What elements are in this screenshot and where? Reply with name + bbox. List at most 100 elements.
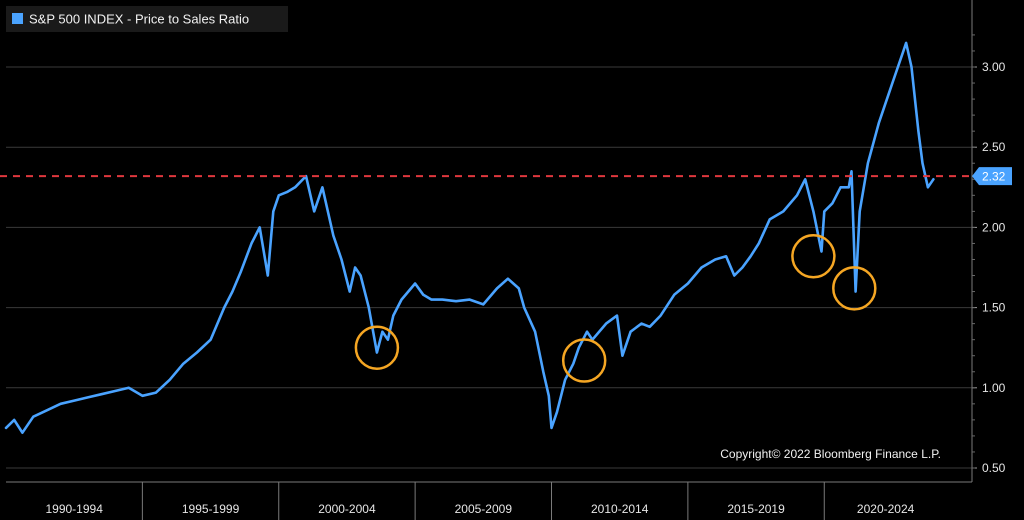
series-point	[564, 378, 566, 381]
y-tick-label: 2.00	[982, 220, 1006, 234]
series-point	[902, 50, 905, 52]
series-point	[32, 415, 35, 418]
x-category-label: 1995-1999	[182, 502, 240, 516]
reference-value-box	[972, 167, 1012, 186]
series-point	[749, 255, 752, 258]
series-point	[523, 306, 526, 309]
series-point	[367, 306, 370, 309]
series-point	[854, 290, 857, 293]
series-point	[556, 411, 558, 413]
series-point	[455, 300, 457, 303]
series-point	[5, 427, 7, 429]
series-point	[496, 287, 498, 290]
series-point	[196, 351, 198, 354]
series-point	[572, 362, 575, 365]
series-point	[182, 362, 185, 365]
series-point	[877, 122, 880, 124]
highlight-circle	[561, 338, 607, 383]
series-point	[577, 346, 580, 349]
x-axis-labels: 1990-1994 1995-1999 2000-2004 2005-2009 2010…	[45, 502, 914, 516]
series-point	[700, 266, 703, 269]
x-category-dividers	[6, 481, 972, 520]
series-point	[141, 394, 144, 397]
series-point	[605, 322, 607, 325]
series-point	[114, 390, 116, 392]
series-point	[441, 298, 444, 301]
series-point	[272, 210, 275, 213]
series-point	[910, 66, 913, 68]
series-point	[430, 298, 433, 301]
y-gridlines	[6, 66, 972, 469]
series-point	[733, 274, 736, 277]
series-point	[340, 258, 343, 261]
x-category-label: 2005-2009	[455, 502, 513, 516]
series-point	[550, 427, 553, 429]
y-tick-label: 0.50	[982, 461, 1006, 475]
series-point	[155, 391, 157, 394]
series-point	[294, 186, 296, 189]
series-point	[100, 393, 103, 396]
legend: S&P 500 INDEX - Price to Sales Ratio	[6, 6, 288, 32]
series-point	[820, 250, 823, 253]
series-layer	[4, 41, 935, 435]
series-point	[927, 186, 929, 189]
series-point	[812, 210, 815, 213]
y-tick-label: 1.50	[982, 301, 1006, 315]
series-point	[757, 242, 760, 245]
series-point	[932, 178, 935, 181]
series-point	[867, 162, 869, 165]
series-point	[422, 293, 425, 296]
series-point	[354, 266, 356, 269]
reference-value-label: 2.32	[982, 170, 1006, 184]
highlight-circle	[791, 234, 836, 279]
series-point	[277, 194, 280, 197]
series-point	[250, 242, 253, 245]
x-category-label: 2015-2019	[727, 502, 785, 516]
series-point	[714, 258, 717, 261]
series-point	[286, 191, 288, 194]
series-point	[258, 226, 261, 229]
series-point	[168, 378, 171, 381]
series-point	[127, 386, 130, 389]
copyright-text: Copyright© 2022 Bloomberg Finance L.P.	[720, 447, 941, 461]
series-point	[46, 409, 48, 412]
series-point	[239, 271, 242, 274]
series-point	[534, 330, 536, 333]
series-point	[648, 325, 651, 328]
series-point	[640, 322, 643, 325]
series-point	[823, 210, 826, 213]
x-category-label: 2000-2004	[318, 502, 376, 516]
legend-swatch	[12, 13, 23, 24]
series-point	[768, 218, 771, 221]
series-point	[59, 402, 62, 405]
series-point	[348, 290, 351, 293]
series-point	[507, 277, 509, 280]
legend-label: S&P 500 INDEX - Price to Sales Ratio	[29, 12, 249, 27]
series-point	[616, 314, 618, 317]
series-point	[796, 194, 798, 197]
series-point	[905, 42, 907, 44]
highlight-circles	[354, 234, 877, 383]
series-point	[741, 266, 744, 269]
x-category-label: 2010-2014	[591, 502, 649, 516]
series-point	[400, 298, 403, 301]
legend-background	[6, 6, 288, 32]
series-point	[482, 303, 485, 306]
series-point	[21, 431, 24, 434]
series-point	[847, 186, 850, 189]
highlight-circle	[354, 325, 400, 370]
series-point	[629, 330, 632, 333]
series-point	[673, 293, 676, 296]
highlight-circle	[832, 266, 877, 311]
series-point	[917, 130, 920, 133]
x-category-label: 1990-1994	[45, 502, 103, 516]
series-point	[586, 330, 588, 333]
series-point	[73, 399, 76, 402]
series-point	[659, 314, 662, 317]
series-point	[414, 282, 416, 285]
series-point	[13, 419, 16, 421]
series-point	[517, 287, 520, 290]
series-point	[387, 338, 389, 341]
y-tick-label: 1.00	[982, 381, 1006, 395]
